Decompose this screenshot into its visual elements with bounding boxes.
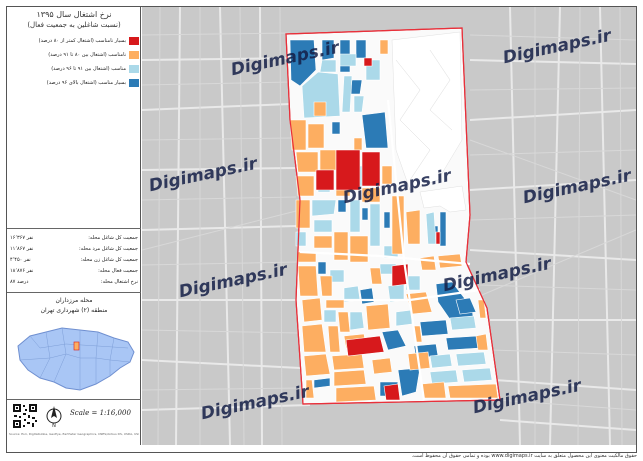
stat-value: ۸۷ درصد bbox=[10, 278, 29, 285]
legend-item-very-bad: بسیار نامناسب (اشتغال کمتر از ۸۰ درصد) bbox=[9, 36, 139, 46]
stat-label: جمعیت فعال محله: bbox=[98, 267, 138, 274]
legend-swatch-good bbox=[129, 65, 139, 73]
stat-row-employment-rate: ۸۷ درصد نرخ اشتغال محله: bbox=[10, 276, 138, 287]
stat-label: نرخ اشتغال محله: bbox=[100, 278, 138, 285]
inset-locator-map bbox=[10, 318, 138, 396]
legend-swatch-bad bbox=[129, 51, 139, 59]
district-highlight bbox=[73, 341, 80, 351]
legend-swatch-very-bad bbox=[129, 37, 139, 45]
region-subtitle: منطقه (۲) شهرداری تهران bbox=[40, 307, 108, 314]
stat-value: ۴٬۴۵۰ نفر bbox=[10, 256, 31, 263]
copyright-footer: حقوق مالکیت معنوی این محصول متعلق به سای… bbox=[411, 453, 637, 459]
basemap-credits: Source: Esri, DigitalGlobe, GeoEye, Eart… bbox=[9, 432, 139, 436]
stats-divider bbox=[7, 292, 141, 293]
basemap-streets bbox=[142, 7, 636, 445]
blocks-very-bad bbox=[315, 57, 441, 401]
legend-item-label: نامناسب (اشتغال بین ۸۰ تا ۹۱ درصد) bbox=[48, 52, 126, 58]
basemap-minor-streets bbox=[142, 7, 636, 445]
neighborhood-boundary bbox=[285, 27, 501, 405]
legend-item-bad: نامناسب (اشتغال بین ۸۰ تا ۹۱ درصد) bbox=[9, 50, 139, 60]
stat-row-employed-men: ۱۱٬۸۶۷ نفر جمعیت کل شاغل مرد محله: bbox=[10, 243, 138, 254]
qr-code bbox=[12, 403, 38, 429]
stat-row-employed-total: ۱۶٬۳۶۷ نفر جمعیت کل شاغل محله: bbox=[10, 232, 138, 243]
legend-divider bbox=[7, 228, 141, 229]
legend-item-good: مناسب (اشتغال بین ۹۱ تا ۹۶ درصد) bbox=[9, 64, 139, 74]
north-arrow-icon: N bbox=[46, 406, 62, 429]
population-stats: ۱۶٬۳۶۷ نفر جمعیت کل شاغل محله: ۱۱٬۸۶۷ نف… bbox=[10, 232, 138, 287]
neighborhood-roads bbox=[299, 99, 481, 401]
legend-title: نرخ اشتغال سال ۱۳۹۵ bbox=[36, 10, 112, 19]
map-canvas bbox=[142, 7, 636, 445]
tehran-outline bbox=[17, 327, 135, 391]
legend-items: بسیار نامناسب (اشتغال کمتر از ۸۰ درصد) ن… bbox=[9, 36, 139, 92]
legend-swatch-very-good bbox=[129, 79, 139, 87]
road-hatching bbox=[395, 49, 453, 181]
stat-label: جمعیت کل شاغل محله: bbox=[88, 234, 138, 241]
stat-label: جمعیت کل شاغل زن محله: bbox=[80, 256, 138, 263]
stat-row-active-population: ۱۸٬۸۷۶ نفر جمعیت فعال محله: bbox=[10, 265, 138, 276]
scale-label: Scale = 1:16,000 bbox=[70, 409, 131, 417]
legend-item-label: بسیار نامناسب (اشتغال کمتر از ۸۰ درصد) bbox=[38, 38, 126, 44]
stat-value: ۱۱٬۸۶۷ نفر bbox=[10, 245, 34, 252]
blocks-very-good bbox=[289, 39, 481, 397]
legend-item-label: بسیار مناسب (اشتغال بالای ۹۶ درصد) bbox=[46, 80, 126, 86]
legend-subtitle: (نسبت شاغلین به جمعیت فعال) bbox=[27, 21, 121, 29]
stat-label: جمعیت کل شاغل مرد محله: bbox=[78, 245, 138, 252]
district-lines bbox=[19, 327, 131, 390]
main-map[interactable]: Digimaps.ir Digimaps.ir Digimaps.ir Digi… bbox=[142, 7, 636, 445]
stat-value: ۱۸٬۸۷۶ نفر bbox=[10, 267, 34, 274]
legend-item-very-good: بسیار مناسب (اشتغال بالای ۹۶ درصد) bbox=[9, 78, 139, 88]
stat-value: ۱۶٬۳۶۷ نفر bbox=[10, 234, 34, 241]
stat-row-employed-women: ۴٬۴۵۰ نفر جمعیت کل شاغل زن محله: bbox=[10, 254, 138, 265]
inset-divider bbox=[7, 399, 141, 400]
legend-item-label: مناسب (اشتغال بین ۹۱ تا ۹۶ درصد) bbox=[51, 66, 126, 72]
region-title: محله مرزداران bbox=[55, 297, 93, 304]
svg-text:N: N bbox=[52, 423, 56, 429]
